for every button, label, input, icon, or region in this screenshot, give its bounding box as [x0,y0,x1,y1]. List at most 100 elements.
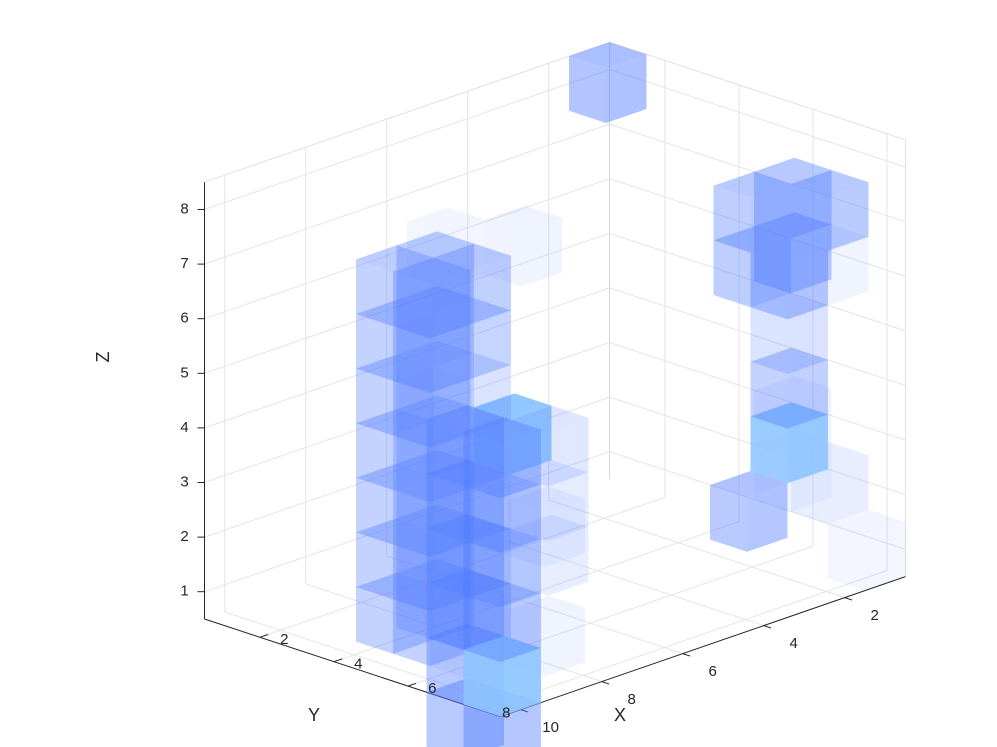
voxel-side-face [713,240,751,308]
voxel-side-face [407,221,444,289]
voxel [407,207,485,289]
voxel-side-face [433,352,474,422]
voxel-side-face [470,419,511,489]
voxel-side-face [569,56,606,124]
grid-line [204,123,610,265]
grid-line [305,583,602,683]
grid-line [609,342,906,441]
voxel-top-face [356,463,434,490]
voxel [511,460,589,541]
x-axis-label: X [614,705,626,725]
voxel-top-face [393,312,471,339]
voxel [713,226,791,308]
voxel [791,170,869,251]
voxel [791,224,869,306]
y-axis-line [204,618,501,718]
x-tick [682,653,691,657]
voxel [750,238,828,320]
voxel-side-face [396,300,434,367]
voxel-side-face [430,324,471,393]
x-tick [520,709,529,713]
voxel-side-face [507,500,545,568]
voxel-side-face [393,599,430,666]
voxel-top-face [713,171,791,198]
voxel-side-face [791,170,832,239]
voxel-side-face [393,530,434,600]
voxel-top-face [356,518,434,545]
voxel-top-face [396,395,474,422]
voxel-side-face [484,219,522,287]
voxel-top-face [511,460,589,487]
voxel-top-face [393,257,471,284]
voxel-side-face [463,595,501,662]
voxel-side-face [426,473,464,541]
grid-line [204,232,610,374]
voxel [396,504,474,586]
voxel-side-face [500,648,541,717]
voxel-side-face [750,416,788,484]
z-tick-label: 8 [180,200,188,217]
voxel-side-face [470,365,511,434]
voxel [393,312,471,393]
voxel-side-face [474,407,511,475]
x-tick-label: 2 [870,607,878,624]
voxel-side-face [433,476,471,543]
voxel-side-face [433,312,471,379]
voxel-side-face [396,409,434,476]
y-tick-label: 4 [354,656,362,673]
voxel-side-face [430,269,471,339]
voxel-top-face [356,409,434,436]
voxel-side-face [433,243,474,313]
voxel-side-face [396,518,434,586]
voxel-top-face [396,286,474,313]
voxel-top-face [463,635,541,662]
voxel-top-face [754,157,832,184]
voxel-side-face [463,581,504,650]
voxel-side-face [750,238,791,308]
voxel [754,157,832,239]
voxel-top-face [356,354,434,381]
voxel-side-face [470,255,511,325]
grid-line [609,232,906,332]
voxel-side-face [828,236,869,306]
voxel [463,472,541,553]
voxel-side-face [433,257,471,325]
voxel-side-face [393,380,430,448]
voxel-top-face [426,405,504,432]
voxel-top-face [433,352,511,379]
z-axis-label: Z [93,352,113,363]
voxel-top-face [511,405,589,432]
voxel [511,514,589,596]
voxel-top-face [393,421,471,448]
voxel-top-face [569,42,647,69]
y-tick [259,634,269,638]
voxel [433,516,511,598]
voxel-top-face [426,623,504,650]
x-tick-label: 4 [789,635,797,652]
voxel-top-face [426,569,504,596]
voxel-side-face [828,182,869,251]
grid-line [204,342,610,483]
voxel-top-face [754,376,832,403]
voxel-side-face [356,477,393,545]
voxel-side-face [463,526,504,596]
voxel [463,417,541,499]
voxel-top-face [356,245,434,272]
z-tick-label: 2 [180,528,188,545]
voxel-side-face [511,405,552,475]
voxel-side-face [791,184,828,251]
voxel-side-face [430,433,471,503]
voxel-top-face [393,366,471,393]
voxel-side-face [754,171,791,239]
voxel-side-face [787,360,828,429]
y-tick-label: 8 [502,704,510,721]
voxel-top-face [407,207,485,234]
voxel-top-face [393,476,471,503]
voxel [713,171,791,253]
voxel-side-face [750,307,788,374]
voxel-side-face [463,540,501,608]
voxel-side-face [463,472,504,541]
voxel-side-face [500,484,541,553]
voxel-side-face [356,532,393,600]
